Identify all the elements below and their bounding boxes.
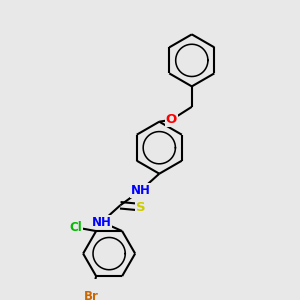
Text: O: O: [166, 113, 177, 126]
Text: Br: Br: [84, 290, 99, 300]
Text: NH: NH: [131, 184, 151, 197]
Text: Cl: Cl: [69, 221, 82, 234]
Text: S: S: [136, 201, 146, 214]
Text: NH: NH: [92, 215, 112, 229]
